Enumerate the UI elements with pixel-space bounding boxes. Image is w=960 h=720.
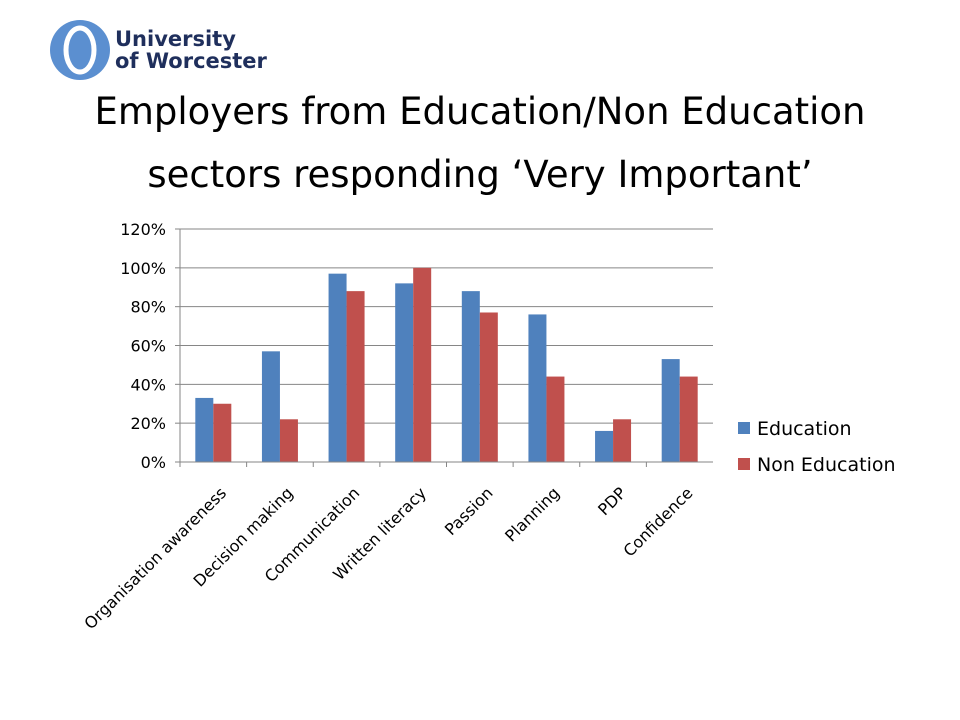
legend-swatch — [738, 422, 750, 434]
y-tick-label: 0% — [141, 453, 166, 472]
x-tick-label: Passion — [441, 483, 497, 539]
y-tick-label: 120% — [120, 220, 166, 239]
x-tick-label: Confidence — [619, 483, 696, 560]
bar — [546, 376, 565, 462]
x-tick-label: PDP — [594, 483, 630, 519]
logo-mark — [50, 20, 110, 80]
bar — [613, 419, 632, 462]
y-tick-label: 20% — [130, 414, 166, 433]
bar — [395, 283, 414, 462]
bar — [328, 273, 347, 462]
bar — [195, 397, 214, 462]
y-tick-label: 60% — [130, 337, 166, 356]
bar — [661, 359, 680, 462]
bar — [679, 376, 698, 462]
legend-label: Education — [757, 418, 852, 440]
x-tick-label: Planning — [501, 483, 563, 545]
bar — [413, 267, 432, 462]
bar — [261, 351, 280, 462]
bar — [213, 403, 232, 462]
bar — [479, 312, 498, 462]
logo-text: of Worcester — [115, 49, 268, 73]
logo-text: University — [115, 27, 236, 51]
y-tick-label: 40% — [130, 375, 166, 394]
y-tick-label: 80% — [130, 298, 166, 317]
bar — [528, 314, 547, 462]
chart-title: Employers from Education/Non Education s… — [94, 90, 866, 196]
legend-swatch — [738, 458, 750, 470]
logo: University of Worcester — [50, 20, 268, 80]
bar — [346, 291, 365, 462]
legend-label: Non Education — [757, 454, 896, 476]
logo-mark — [63, 25, 97, 75]
bar — [279, 419, 298, 462]
y-tick-label: 100% — [120, 259, 166, 278]
bar — [461, 291, 480, 462]
bar — [595, 430, 614, 462]
